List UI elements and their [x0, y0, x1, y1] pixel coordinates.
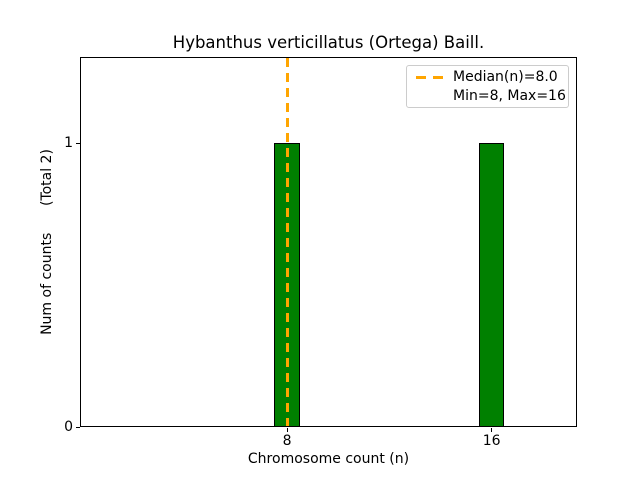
legend-entry-minmax: Min=8, Max=16 [412, 87, 566, 106]
bar [478, 143, 505, 427]
x-axis-label: Chromosome count (n) [247, 451, 410, 467]
legend-label-minmax: Min=8, Max=16 [453, 87, 566, 104]
chart-title: Hybanthus verticillatus (Ortega) Baill. [172, 33, 485, 52]
legend-label-median: Median(n)=8.0 [453, 69, 558, 86]
median-line [285, 58, 289, 426]
y-tick [76, 142, 80, 144]
legend-handle-empty [416, 94, 444, 97]
y-tick [76, 426, 80, 428]
median-dashed-line-icon [416, 75, 444, 79]
x-tick [286, 428, 288, 432]
x-tick-label: 16 [482, 433, 501, 449]
legend-entry-median: Median(n)=8.0 [412, 68, 563, 87]
x-tick-label: 8 [282, 433, 292, 449]
legend: Median(n)=8.0 Min=8, Max=16 [406, 65, 569, 108]
y-axis-label: Num of counts (Total 2) [39, 149, 55, 335]
y-tick-label: 1 [64, 135, 73, 152]
y-tick-label: 0 [64, 419, 73, 435]
x-tick [491, 428, 493, 432]
